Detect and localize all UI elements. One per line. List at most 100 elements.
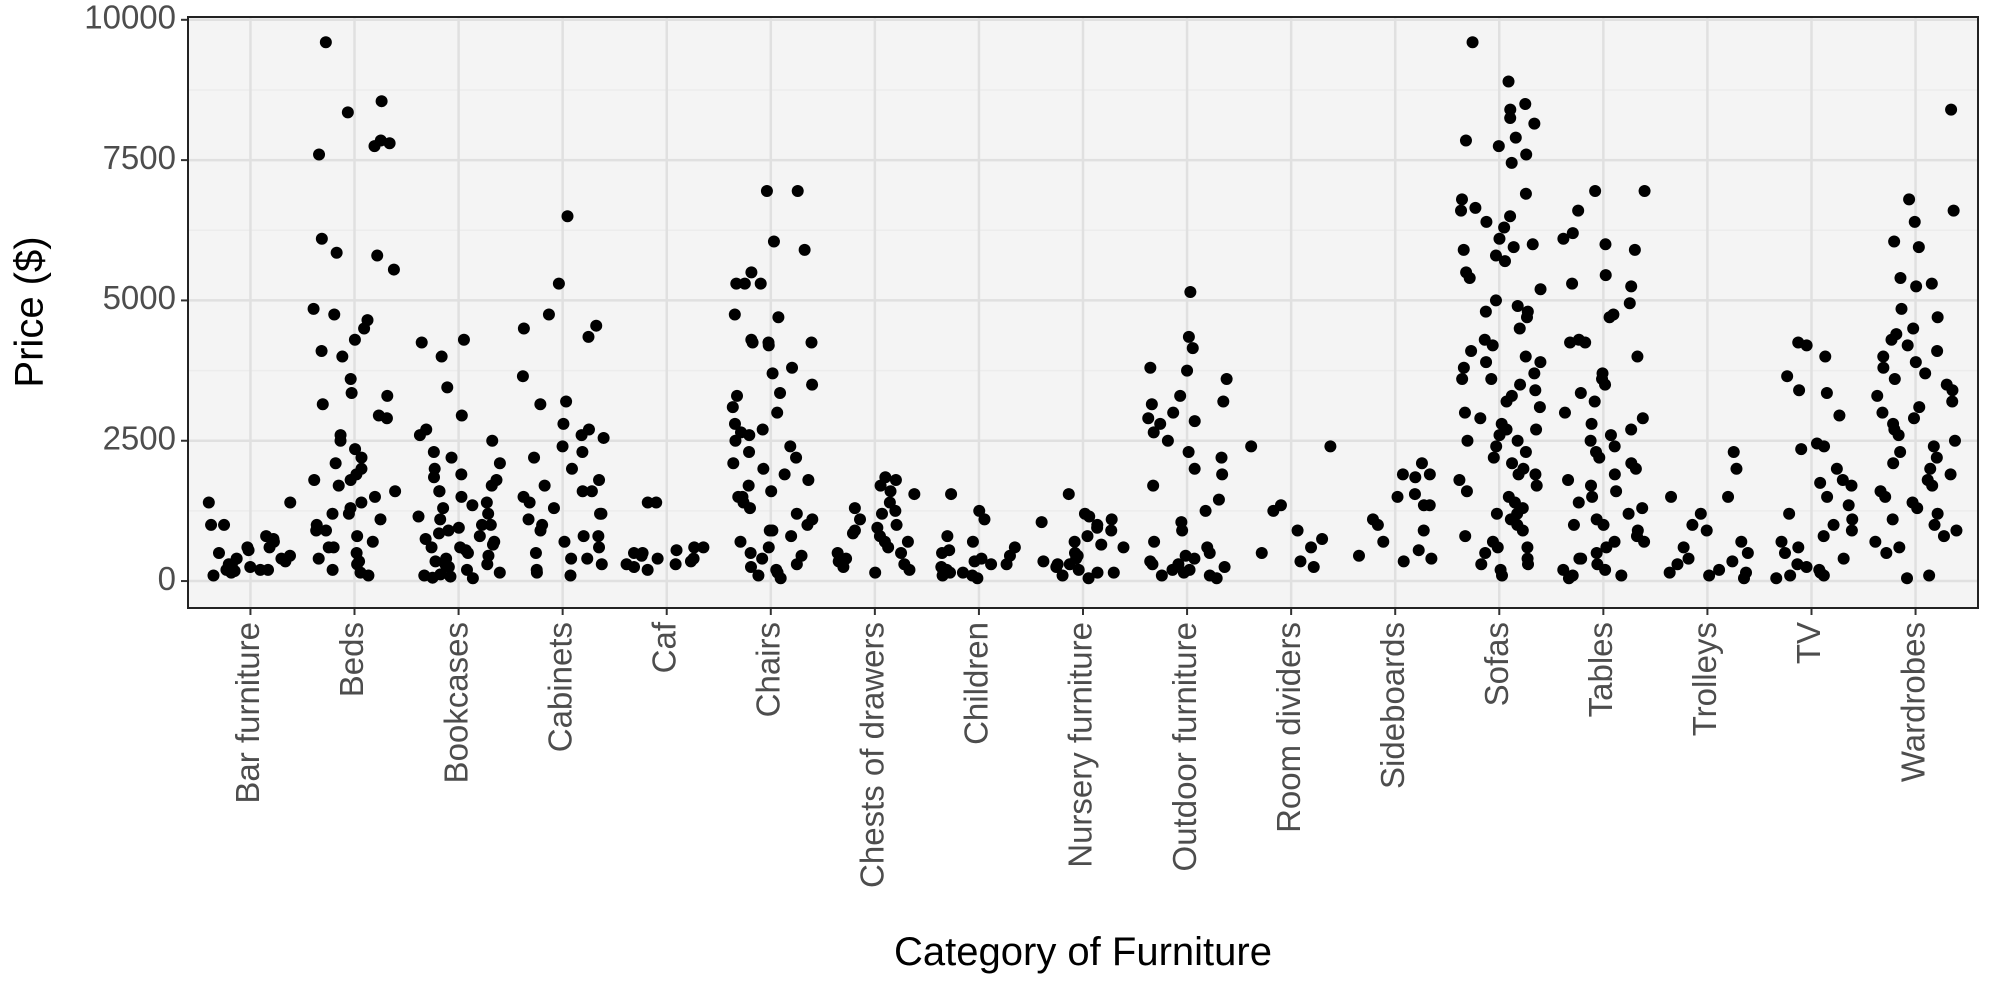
point — [1830, 462, 1843, 475]
point — [1091, 566, 1104, 579]
point — [1291, 524, 1304, 537]
point — [327, 541, 340, 554]
point — [1636, 412, 1649, 425]
point — [1671, 558, 1684, 571]
point — [1210, 572, 1223, 585]
point — [425, 541, 438, 554]
point — [1585, 417, 1598, 430]
point — [1945, 103, 1958, 116]
point — [1730, 462, 1743, 475]
point — [455, 409, 468, 422]
point — [805, 336, 818, 349]
point — [1562, 474, 1575, 487]
point — [1519, 350, 1532, 363]
point — [728, 417, 741, 430]
point — [445, 451, 458, 464]
point — [1795, 443, 1808, 456]
point — [593, 541, 606, 554]
point — [636, 546, 649, 559]
point — [1486, 339, 1499, 352]
point — [1608, 468, 1621, 481]
point — [1181, 364, 1194, 377]
point — [1512, 468, 1525, 481]
point — [353, 555, 366, 568]
point — [1496, 569, 1509, 582]
point — [375, 95, 388, 108]
point — [493, 457, 506, 470]
point — [1144, 361, 1157, 374]
y-tick-label: 2500 — [103, 419, 176, 456]
point — [1492, 140, 1505, 153]
point — [1579, 336, 1592, 349]
point — [1888, 235, 1901, 248]
point — [1781, 370, 1794, 383]
point — [516, 370, 529, 383]
point — [1408, 488, 1421, 501]
point — [1491, 541, 1504, 554]
point — [1479, 305, 1492, 318]
point — [1677, 541, 1690, 554]
point — [1095, 538, 1108, 551]
point — [1455, 193, 1468, 206]
point — [756, 423, 769, 436]
x-tick-label: TV — [1790, 622, 1827, 664]
point — [1567, 518, 1580, 531]
point — [937, 563, 950, 576]
point — [1490, 440, 1503, 453]
point — [1267, 504, 1280, 517]
point — [284, 496, 297, 509]
point — [669, 558, 682, 571]
point — [1638, 184, 1651, 197]
point — [848, 502, 861, 515]
point — [374, 134, 387, 147]
point — [1903, 193, 1916, 206]
point — [426, 571, 439, 584]
point — [1415, 457, 1428, 470]
point — [1316, 532, 1329, 545]
point — [1409, 471, 1422, 484]
point — [786, 361, 799, 374]
point — [1615, 569, 1628, 582]
point — [1879, 490, 1892, 503]
point — [344, 373, 357, 386]
point — [890, 518, 903, 531]
point — [767, 235, 780, 248]
point — [744, 546, 757, 559]
point — [757, 462, 770, 475]
point — [854, 513, 867, 526]
point — [1529, 468, 1542, 481]
point — [1500, 395, 1513, 408]
point — [1035, 516, 1048, 529]
point — [771, 566, 784, 579]
point — [427, 471, 440, 484]
point — [1083, 510, 1096, 523]
point — [581, 552, 594, 565]
point — [433, 527, 446, 540]
point — [344, 474, 357, 487]
point — [785, 530, 798, 543]
point — [651, 552, 664, 565]
point — [889, 474, 902, 487]
point — [529, 546, 542, 559]
point — [1520, 311, 1533, 324]
point — [1147, 479, 1160, 492]
point — [728, 308, 741, 321]
point — [442, 561, 455, 574]
point — [326, 507, 339, 520]
point — [1147, 426, 1160, 439]
point — [1726, 555, 1739, 568]
point — [330, 246, 343, 259]
point — [1489, 249, 1502, 262]
point — [1457, 243, 1470, 256]
point — [1741, 546, 1754, 559]
point — [1520, 148, 1533, 161]
point — [433, 485, 446, 498]
point — [729, 434, 742, 447]
point — [1572, 204, 1585, 217]
x-tick-label: Trolleys — [1686, 622, 1723, 736]
point — [778, 468, 791, 481]
point — [1463, 271, 1476, 284]
point — [738, 277, 751, 290]
point — [1504, 112, 1517, 125]
